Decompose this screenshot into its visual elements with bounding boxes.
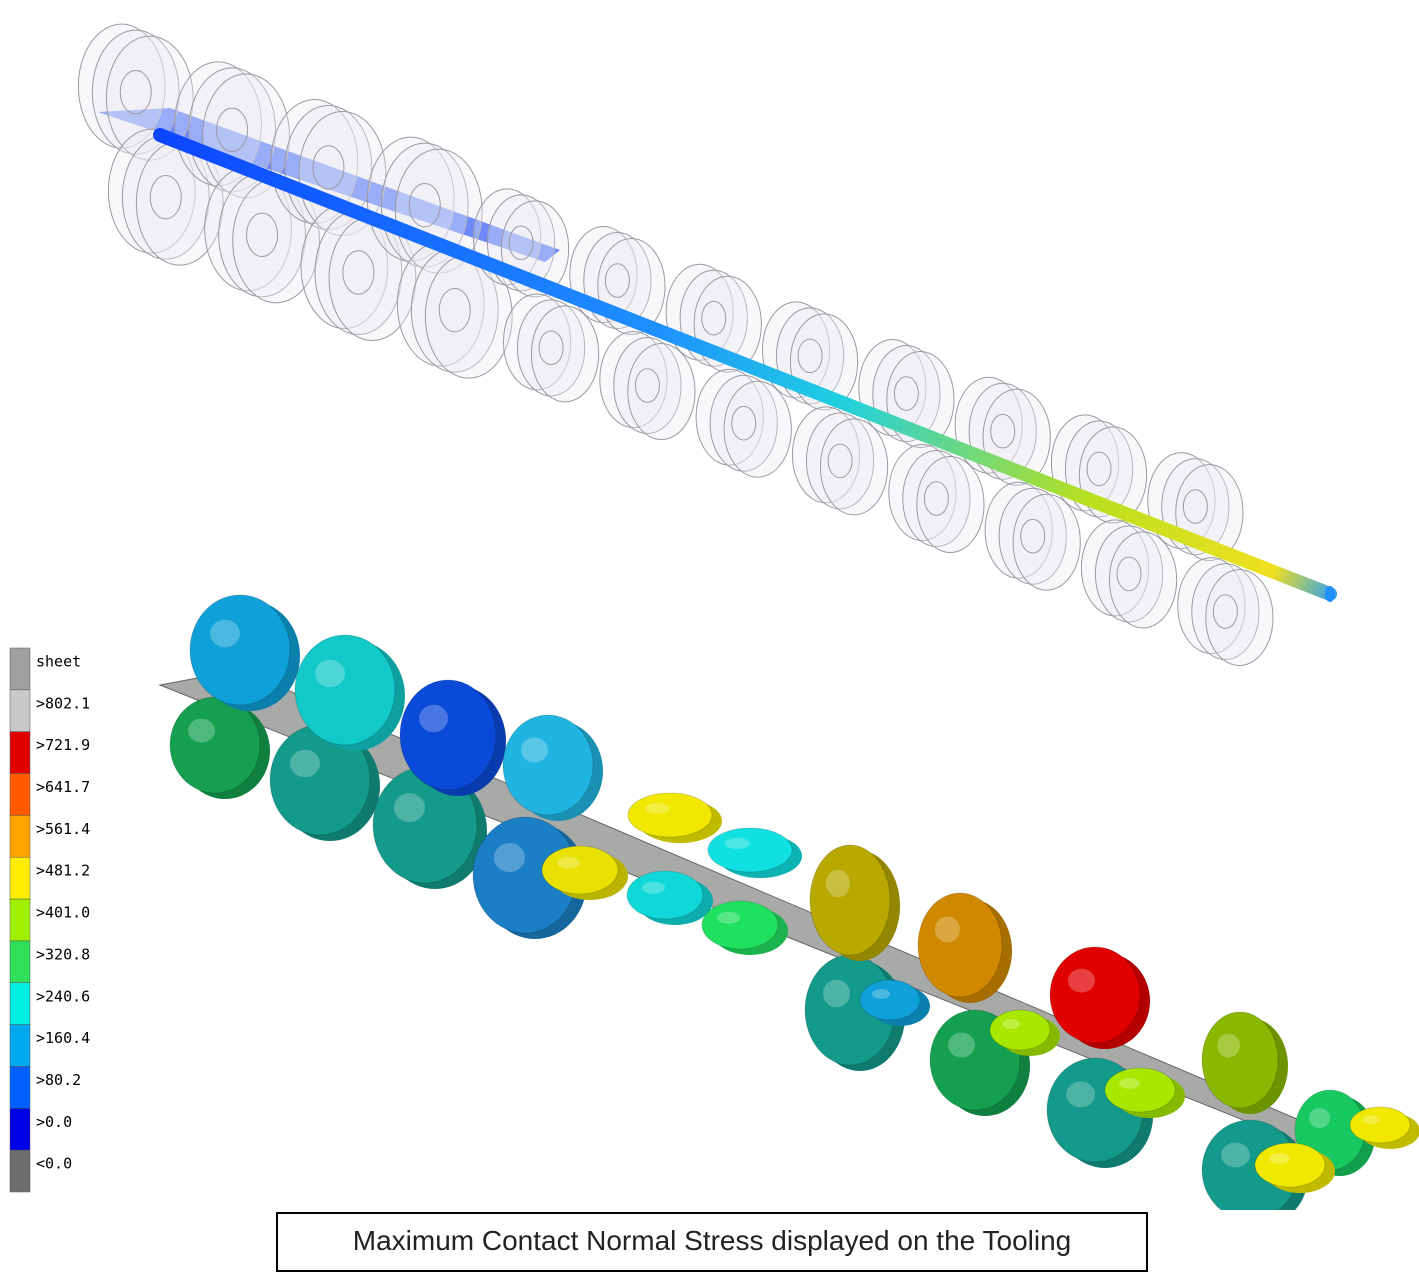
- roller-highlight: [1002, 1019, 1020, 1029]
- tube-end: [1325, 586, 1335, 602]
- roller: [1255, 1143, 1325, 1187]
- roller-highlight: [1066, 1081, 1095, 1107]
- roller: [170, 697, 260, 793]
- tooling-model: [160, 595, 1419, 1210]
- roller-highlight: [394, 793, 425, 822]
- wireframe-model: [78, 24, 1335, 665]
- legend-swatch: [10, 732, 30, 774]
- wire-roller: [724, 381, 791, 477]
- legend-swatch: [10, 941, 30, 983]
- roller-highlight: [1362, 1115, 1380, 1124]
- roller: [702, 901, 778, 949]
- roller-highlight: [1217, 1034, 1240, 1058]
- roller-highlight: [1068, 969, 1095, 993]
- roller: [918, 893, 1002, 997]
- roller: [400, 680, 496, 790]
- roller-highlight: [210, 620, 240, 648]
- wire-roller: [628, 344, 695, 440]
- legend-swatch: [10, 857, 30, 899]
- roller-highlight: [188, 719, 215, 743]
- page: {"legend": {"items": [ {"label": "sheet"…: [0, 0, 1419, 1265]
- roller: [1350, 1107, 1410, 1143]
- simulation-view: sheet >802.1 >721.9 >641.7 >561.4 >481.2 >401.…: [0, 0, 1419, 1210]
- roller-highlight: [1309, 1108, 1330, 1128]
- legend-label: >481.2: [36, 862, 90, 880]
- wire-roller: [917, 457, 984, 553]
- legend-swatch: [10, 983, 30, 1025]
- wire-roller: [1013, 494, 1080, 590]
- roller: [1202, 1012, 1278, 1108]
- roller: [990, 1010, 1050, 1050]
- legend-swatch: [10, 899, 30, 941]
- legend-swatch: [10, 1025, 30, 1067]
- roller: [542, 846, 618, 894]
- roller-highlight: [494, 843, 525, 872]
- roller-highlight: [717, 912, 740, 924]
- legend-label: >401.0: [36, 904, 90, 922]
- wire-roller: [531, 306, 598, 402]
- roller-highlight: [725, 838, 750, 849]
- roller-highlight: [290, 750, 320, 778]
- legend-label: >160.4: [36, 1029, 90, 1047]
- legend-label: >641.7: [36, 778, 90, 796]
- legend-swatch: [10, 1108, 30, 1150]
- roller-highlight: [557, 857, 580, 869]
- roller: [708, 828, 792, 872]
- legend-swatch: [10, 690, 30, 732]
- roller: [503, 715, 593, 815]
- legend-label: >320.8: [36, 945, 90, 963]
- roller-highlight: [1119, 1078, 1140, 1089]
- legend-swatch: [10, 774, 30, 816]
- legend-label: <0.0: [36, 1155, 72, 1173]
- roller-highlight: [823, 980, 850, 1008]
- roller-highlight: [419, 705, 448, 733]
- roller-highlight: [645, 803, 670, 814]
- legend-label: >561.4: [36, 820, 90, 838]
- roller-highlight: [642, 882, 665, 894]
- legend-swatch: [10, 1150, 30, 1192]
- legend-label: >0.0: [36, 1113, 72, 1131]
- roller-highlight: [826, 870, 850, 898]
- roller-highlight: [1221, 1143, 1250, 1168]
- roller-highlight: [872, 989, 890, 999]
- wire-roller: [820, 419, 887, 515]
- formed-tube: [160, 135, 1330, 594]
- legend-swatch: [10, 648, 30, 690]
- roller: [295, 635, 395, 745]
- legend-label: >802.1: [36, 694, 90, 712]
- roller: [1050, 947, 1140, 1043]
- roller-highlight: [935, 916, 960, 942]
- legend-swatch: [10, 815, 30, 857]
- roller-highlight: [315, 660, 345, 688]
- roller: [190, 595, 290, 705]
- roller: [860, 980, 920, 1020]
- legend-label: >240.6: [36, 987, 90, 1005]
- legend-label: >80.2: [36, 1071, 81, 1089]
- roller-highlight: [948, 1033, 975, 1058]
- roller: [628, 793, 712, 837]
- wire-roller: [1109, 532, 1176, 628]
- roller-highlight: [521, 738, 548, 763]
- wire-roller: [1206, 570, 1273, 666]
- legend-label: sheet: [36, 653, 81, 671]
- roller-highlight: [1269, 1153, 1290, 1164]
- roller: [627, 871, 703, 919]
- legend-swatch: [10, 1066, 30, 1108]
- legend-label: >721.9: [36, 736, 90, 754]
- roller: [1105, 1068, 1175, 1112]
- color-legend: sheet >802.1 >721.9 >641.7 >561.4 >481.2 >401.…: [10, 648, 90, 1192]
- caption: Maximum Contact Normal Stress displayed …: [276, 1212, 1148, 1272]
- roller: [810, 845, 890, 955]
